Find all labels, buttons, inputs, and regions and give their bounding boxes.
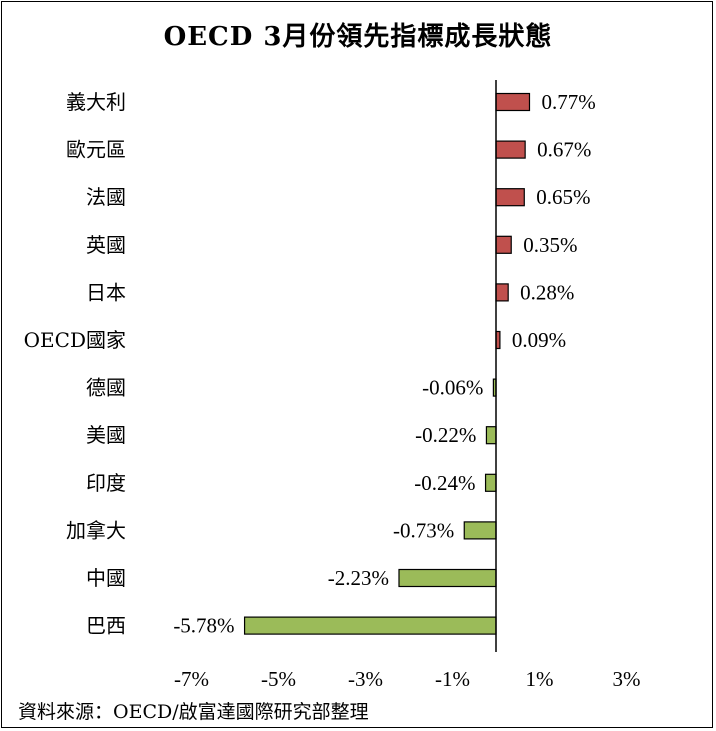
category-label: OECD國家: [24, 328, 126, 352]
bar: [463, 521, 497, 540]
category-label: 歐元區: [66, 138, 126, 162]
category-label: 日本: [86, 280, 126, 304]
data-label: 0.65%: [536, 185, 590, 209]
category-label: 美國: [86, 423, 126, 447]
data-label: -0.73%: [393, 518, 454, 542]
bar: [243, 616, 497, 635]
x-tick-label: -1%: [435, 667, 470, 691]
data-label: -0.24%: [414, 471, 475, 495]
bar: [484, 473, 497, 492]
x-tick-label: 3%: [613, 667, 641, 691]
bar: [495, 188, 525, 207]
category-label: 義大利: [66, 90, 126, 114]
category-label: 英國: [86, 233, 126, 257]
chart-title: OECD 3月份領先指標成長狀態: [163, 22, 553, 52]
category-label: 中國: [86, 566, 126, 590]
x-tick-label: -5%: [261, 667, 296, 691]
bar: [485, 426, 497, 445]
data-label: -0.06%: [422, 376, 483, 400]
data-label: 0.77%: [541, 90, 595, 114]
bar: [495, 235, 512, 254]
category-label: 法國: [86, 185, 126, 209]
data-label: 0.67%: [537, 138, 591, 162]
data-label: -2.23%: [328, 566, 389, 590]
data-label: -0.22%: [415, 423, 476, 447]
x-tick-label: 1%: [526, 667, 554, 691]
source-note: 資料來源：OECD/啟富達國際研究部整理: [18, 701, 369, 723]
bar: [495, 140, 526, 159]
bar: [495, 283, 509, 302]
category-label: 印度: [86, 471, 126, 495]
data-label: -5.78%: [173, 614, 234, 638]
bar: [495, 92, 531, 112]
data-label: 0.09%: [512, 328, 566, 352]
x-tick-label: -3%: [348, 667, 383, 691]
data-label: 0.28%: [520, 280, 574, 304]
category-label: 德國: [86, 376, 126, 400]
category-label: 加拿大: [66, 518, 126, 542]
data-label: 0.35%: [523, 233, 577, 257]
category-label: 巴西: [86, 614, 126, 638]
bar: [398, 568, 497, 588]
x-tick-label: -7%: [174, 667, 209, 691]
